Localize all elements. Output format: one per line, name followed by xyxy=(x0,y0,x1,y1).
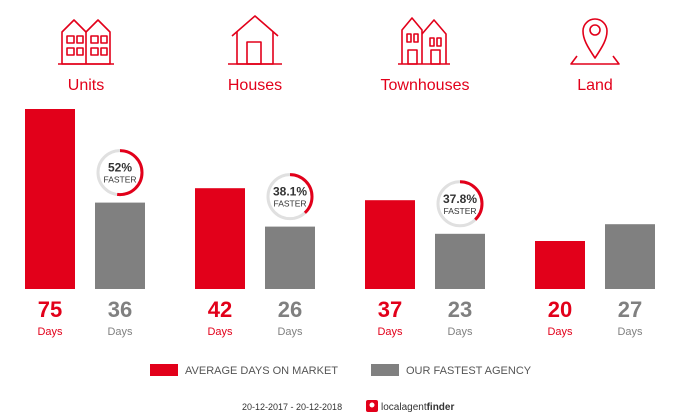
legend-label-market: AVERAGE DAYS ON MARKET xyxy=(185,365,338,377)
footer: 20-12-2017 - 20-12-2018 localagentfinder xyxy=(242,400,454,413)
category-label-townhouses: Townhouses xyxy=(381,77,470,94)
value-units-market: 75 xyxy=(38,297,62,322)
bar-units-agency xyxy=(95,202,145,289)
faster-arc-houses xyxy=(266,173,314,221)
bar-houses-market xyxy=(195,188,245,289)
value-land-market: 20 xyxy=(548,297,572,322)
legend-swatch-market xyxy=(150,364,178,376)
value-houses-agency: 26 xyxy=(278,297,302,322)
unit-units-agency: Days xyxy=(107,326,133,338)
faster-label-units: FASTER xyxy=(103,175,136,185)
bar-land-market xyxy=(535,241,585,289)
value-labels: 75 Days 36 Days 42 Days 26 Days 37 Days 23 Days 20 Da… xyxy=(37,297,643,338)
units-icon xyxy=(58,19,114,65)
legend: AVERAGE DAYS ON MARKET OUR FASTEST AGENC… xyxy=(150,364,532,377)
bar-townhouses-agency xyxy=(435,233,485,289)
unit-townhouses-market: Days xyxy=(377,326,403,338)
faster-label-houses: FASTER xyxy=(273,199,306,209)
date-range: 20-12-2017 - 20-12-2018 xyxy=(242,402,342,412)
legend-label-agency: OUR FASTEST AGENCY xyxy=(406,365,532,377)
house-icon xyxy=(228,15,282,65)
faster-pct-units: 52% xyxy=(108,161,132,175)
brand-logo-dot xyxy=(369,402,375,408)
unit-townhouses-agency: Days xyxy=(447,326,473,338)
category-label-units: Units xyxy=(68,77,104,94)
bars xyxy=(25,109,655,289)
category-icons xyxy=(58,15,620,65)
faster-arc-townhouses xyxy=(436,180,484,228)
bar-houses-agency xyxy=(265,226,315,289)
faster-pct-townhouses: 37.8% xyxy=(443,192,477,206)
category-labels: Units Houses Townhouses Land xyxy=(68,77,613,94)
brand-name: localagentfinder xyxy=(381,402,454,413)
townhouses-icon xyxy=(398,17,450,65)
value-units-agency: 36 xyxy=(108,297,132,322)
bar-land-agency xyxy=(605,224,655,289)
value-land-agency: 27 xyxy=(618,297,642,322)
land-pin-icon xyxy=(570,18,620,65)
legend-swatch-agency xyxy=(371,364,399,376)
unit-houses-agency: Days xyxy=(277,326,303,338)
value-houses-market: 42 xyxy=(208,297,232,322)
unit-land-market: Days xyxy=(547,326,573,338)
bar-townhouses-market xyxy=(365,200,415,289)
faster-label-townhouses: FASTER xyxy=(443,206,476,216)
faster-pct-houses: 38.1% xyxy=(273,185,307,199)
unit-land-agency: Days xyxy=(617,326,643,338)
unit-houses-market: Days xyxy=(207,326,233,338)
category-label-houses: Houses xyxy=(228,77,282,94)
brand-name-part2: finder xyxy=(427,402,455,413)
value-townhouses-market: 37 xyxy=(378,297,402,322)
brand-name-part1: localagent xyxy=(381,402,427,413)
bar-units-market xyxy=(25,109,75,289)
category-label-land: Land xyxy=(577,77,613,94)
unit-units-market: Days xyxy=(37,326,63,338)
faster-arc-units xyxy=(96,149,144,197)
value-townhouses-agency: 23 xyxy=(448,297,472,322)
